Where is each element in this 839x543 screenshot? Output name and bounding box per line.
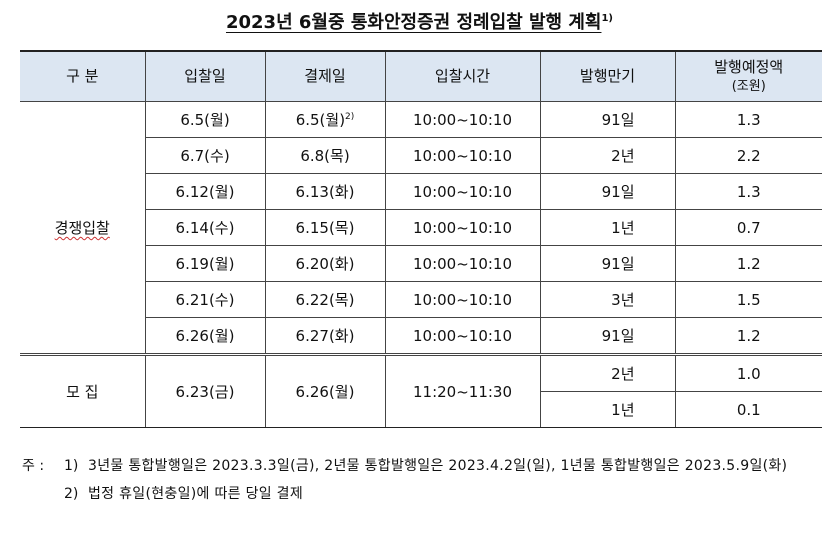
data-row: 모 집 6.23(금) 6.26(월) 11:20~11:30 2년 1.0: [20, 353, 822, 428]
data-row: 6.19(월) 6.20(화) 10:00~10:10 91일 1.2: [20, 245, 822, 282]
data-row: 경쟁입찰 6.5(월) 6.5(월)2) 10:00~10:10 91일 1.3: [20, 101, 822, 355]
header-row: 구 분 입찰일 결제일 입찰시간 발행만기 발행예정액 (조원): [20, 50, 822, 102]
maturity: 1년: [540, 391, 676, 428]
note-prefix: 주 :: [22, 458, 45, 474]
settle-date: 6.13(화): [264, 173, 386, 210]
header-unit: (조원): [731, 79, 766, 95]
bid-date: 6.12(월): [145, 173, 266, 210]
header-cell: 입찰일: [144, 50, 266, 102]
maturity: 1년: [539, 209, 676, 246]
settle-text: 6.15(목): [295, 219, 355, 237]
title-text: 2023년 6월중 통화안정증권 정례입찰 발행 계획: [225, 12, 602, 33]
header-cell: 구 분: [20, 50, 146, 102]
settle-date: 6.22(목): [264, 281, 386, 318]
note-number: 2): [64, 486, 79, 502]
settle-date: 6.27(화): [264, 317, 386, 355]
amount: 1.5: [674, 281, 822, 318]
amount: 1.3: [674, 173, 822, 210]
header-text: 발행예정액: [714, 57, 784, 76]
header-cell: 발행예정액 (조원): [674, 50, 822, 102]
header-cell: 입찰시간: [384, 50, 541, 102]
settle-text: 6.22(목): [295, 291, 355, 309]
bid-time: 10:00~10:10: [384, 281, 541, 318]
data-row: 1년 0.1: [20, 391, 822, 428]
table-body: 경쟁입찰 6.5(월) 6.5(월)2) 10:00~10:10 91일 1.3 6.7(수…: [20, 101, 822, 428]
settle-note: 2): [345, 112, 355, 122]
title-note-mark: 1): [601, 13, 613, 24]
header-cell: 발행만기: [539, 50, 676, 102]
group-cell: 모 집: [20, 353, 146, 428]
maturity: 91일: [539, 101, 676, 138]
settle-date: 6.5(월)2): [264, 101, 386, 138]
settle-text: 6.20(화): [295, 255, 355, 273]
note-number: 1): [64, 458, 79, 474]
bid-date: 6.7(수): [145, 137, 266, 174]
bid-date: 6.19(월): [145, 245, 266, 282]
group-cell: 경쟁입찰: [20, 101, 146, 355]
note-text: 법정 휴일(현충일)에 따른 당일 결제: [88, 486, 304, 502]
amount: 1.0: [674, 353, 822, 392]
maturity: 91일: [539, 173, 676, 210]
amount: 1.2: [674, 317, 822, 355]
maturity: 2년: [539, 353, 676, 392]
amount: 1.3: [674, 101, 822, 138]
bid-time: 10:00~10:10: [384, 317, 541, 355]
note-row: 주 : 1) 3년물 통합발행일은 2023.3.3일(금), 2년물 통합발행…: [22, 452, 834, 480]
maturity: 2년: [539, 137, 676, 174]
settle-text: 6.8(목): [300, 147, 350, 165]
amount: 1.2: [674, 245, 822, 282]
maturity: 3년: [539, 281, 676, 318]
settle-text: 6.27(화): [295, 327, 355, 345]
amount: 0.7: [674, 209, 822, 246]
note-row: 2) 법정 휴일(현충일)에 따른 당일 결제: [22, 480, 834, 508]
note-text: 3년물 통합발행일은 2023.3.3일(금), 2년물 통합발행일은 2023…: [88, 458, 788, 474]
settle-text: 6.5(월): [295, 111, 346, 129]
maturity: 91일: [539, 317, 676, 355]
amount: 0.1: [674, 391, 822, 428]
title: 2023년 6월중 통화안정증권 정례입찰 발행 계획1): [0, 8, 839, 34]
settle-date: 6.8(목): [264, 137, 386, 174]
bid-time: 10:00~10:10: [384, 101, 541, 138]
bid-date: 6.14(수): [145, 209, 266, 246]
bid-date: 6.21(수): [145, 281, 266, 318]
bid-time: 10:00~10:10: [384, 173, 541, 210]
notes: 주 : 1) 3년물 통합발행일은 2023.3.3일(금), 2년물 통합발행…: [22, 452, 834, 508]
bid-time: 10:00~10:10: [384, 209, 541, 246]
bid-time: 10:00~10:10: [384, 137, 541, 174]
maturity: 91일: [539, 245, 676, 282]
group-label: 경쟁입찰: [54, 219, 110, 237]
bid-time: 11:20~11:30: [384, 353, 541, 428]
settle-date: 6.26(월): [264, 353, 386, 428]
bid-time: 10:00~10:10: [384, 245, 541, 282]
note-spacer: [22, 480, 64, 508]
settle-date: 6.20(화): [264, 245, 386, 282]
data-row: 6.12(월) 6.13(화) 10:00~10:10 91일 1.3: [20, 173, 822, 210]
bid-date: 6.23(금): [144, 353, 266, 428]
bid-date: 6.5(월): [144, 101, 266, 138]
settle-text: 6.13(화): [295, 183, 355, 201]
header-cell: 결제일: [264, 50, 386, 102]
data-row: 6.21(수) 6.22(목) 10:00~10:10 3년 1.5: [20, 281, 822, 318]
data-row: 6.14(수) 6.15(목) 10:00~10:10 1년 0.7: [20, 209, 822, 246]
issuance-table: 구 분 입찰일 결제일 입찰시간 발행만기 발행예정액 (조원) 경쟁입찰 6.5(…: [20, 50, 822, 428]
bid-date: 6.26(월): [145, 317, 266, 355]
amount: 2.2: [674, 137, 822, 174]
settle-date: 6.15(목): [264, 209, 386, 246]
